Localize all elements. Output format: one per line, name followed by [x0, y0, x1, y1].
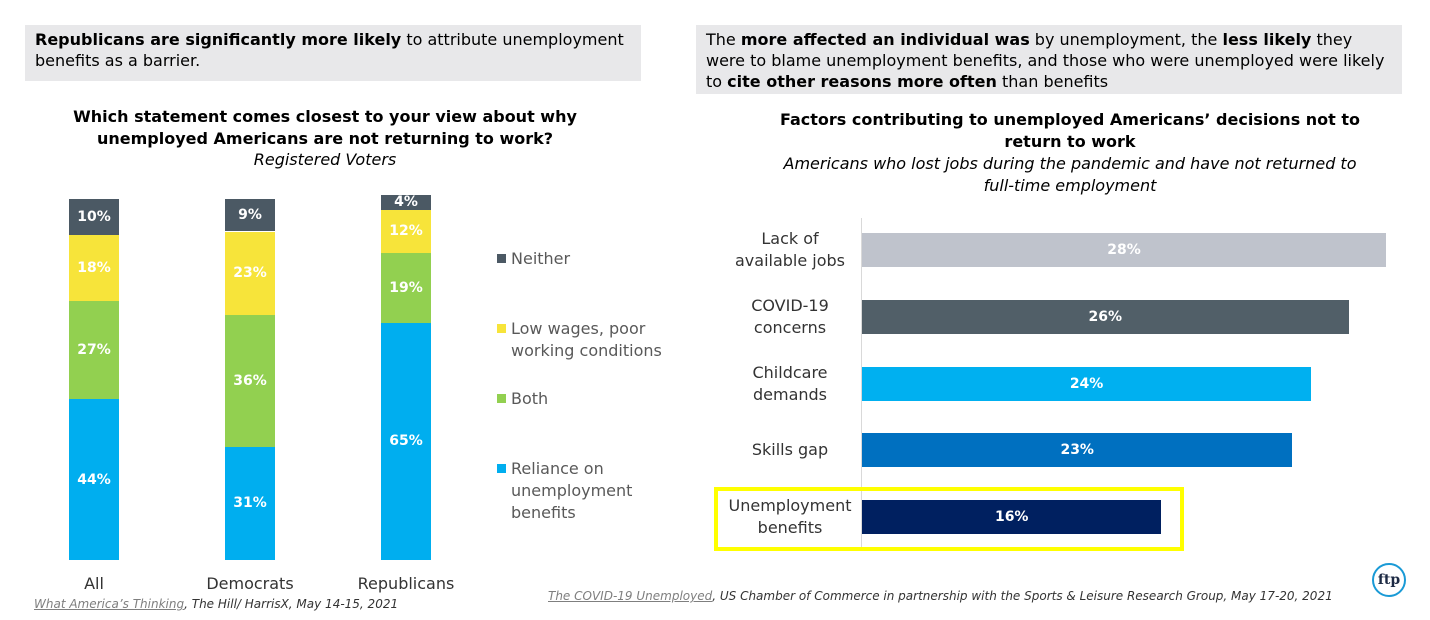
y-tick-label: COVID-19 concerns [720, 287, 860, 347]
callout: Republicans are significantly more likel… [25, 25, 641, 81]
value-label: 19% [389, 280, 423, 297]
value-label: 12% [389, 223, 423, 240]
y-tick-label: Unemployment benefits [720, 487, 860, 547]
bar: 23% [862, 433, 1293, 467]
value-label: 23% [233, 265, 267, 282]
highlight-box [714, 487, 1184, 551]
logo: ftp [1372, 563, 1406, 597]
value-label: 28% [1107, 242, 1141, 258]
bar-segment: 23% [225, 231, 275, 316]
source-text: , The Hill/ HarrisX, May 14-15, 2021 [184, 597, 399, 611]
source-link: What America’s Thinking [34, 597, 185, 611]
callout: The more affected an individual was by u… [696, 25, 1402, 94]
bar: 26% [862, 300, 1349, 334]
bar: 16% [862, 500, 1162, 534]
bar-segment: 10% [69, 198, 119, 236]
y-tick-label: Childcare demands [720, 354, 860, 414]
value-label: 9% [238, 207, 262, 224]
bar-segment: 31% [225, 446, 275, 560]
category-text: Childcare demands [752, 363, 828, 404]
value-label: 24% [1069, 376, 1104, 392]
legend-label: Low wages, poor working conditions [511, 319, 662, 360]
bar-segment: 36% [225, 315, 275, 447]
callout-text: they were to blame unemployment benefits… [706, 30, 1385, 91]
value-label: 65% [389, 433, 423, 450]
value-label: 16% [994, 509, 1029, 525]
value-label: 4% [394, 194, 418, 211]
source: The COVID-19 Unemployed, US Chamber of C… [548, 589, 1333, 603]
y-tick-label: Skills gap [720, 420, 860, 480]
x-tick-label: Democrats [206, 574, 294, 593]
value-label: 27% [77, 342, 111, 359]
category-text: Lack of available jobs [734, 229, 846, 270]
legend-marker [497, 254, 506, 263]
value-label: 36% [233, 373, 267, 390]
bar-segment: 44% [69, 399, 119, 560]
legend-label: Reliance on unemployment benefits [511, 459, 633, 522]
bar-segment: 27% [69, 300, 119, 400]
x-tick-label: Republicans [357, 574, 455, 593]
chart-title: Which statement comes closest to your vi… [73, 107, 577, 148]
callout-text: The [706, 30, 741, 49]
bar: 28% [862, 233, 1386, 267]
chart-subtitle: Registered Voters [253, 150, 397, 169]
bar-segment: 19% [381, 253, 431, 323]
category-text: Unemployment benefits [728, 496, 852, 537]
chart-title: Factors contributing to unemployed Ameri… [779, 110, 1361, 151]
value-label: 23% [1060, 442, 1094, 458]
callout-text: by unemployment, the [1029, 30, 1223, 49]
callout-text: than benefits [996, 72, 1109, 91]
value-label: 44% [77, 471, 111, 488]
value-label: 31% [233, 495, 267, 512]
legend-marker [497, 324, 506, 333]
source: What America’s Thinking, The Hill/ Harri… [34, 597, 398, 611]
source-link: The COVID-19 Unemployed [548, 589, 713, 603]
y-tick-label: Lack of available jobs [720, 220, 860, 280]
chart-subtitle: Americans who lost jobs during the pande… [783, 154, 1357, 195]
callout-text: cite other reasons more often [727, 72, 997, 91]
callout-text: Republicans are significantly more likel… [35, 30, 402, 49]
category-text: COVID-19 concerns [751, 296, 829, 337]
value-label: 26% [1088, 309, 1123, 325]
bar-segment: 4% [381, 194, 431, 211]
axis-line [861, 218, 862, 549]
callout-text: less likely [1222, 30, 1312, 49]
legend-label: Both [511, 389, 549, 408]
callout-text: to attribute unemployment benefits as a … [35, 30, 624, 70]
bar-segment: 9% [225, 198, 275, 232]
category-text: Skills gap [751, 440, 829, 459]
bar: 24% [862, 367, 1312, 401]
source-text: , US Chamber of Commerce in partnership … [712, 589, 1333, 603]
legend-marker [497, 464, 506, 473]
x-tick-label: All [84, 574, 104, 593]
bar-segment: 12% [381, 209, 431, 254]
bar-segment: 65% [381, 322, 431, 560]
value-label: 10% [77, 208, 111, 225]
bar-segment: 18% [69, 235, 119, 301]
legend-label: Neither [511, 249, 571, 268]
legend-marker [497, 394, 506, 403]
callout-text: more affected an individual was [740, 30, 1030, 49]
value-label: 18% [77, 259, 111, 276]
